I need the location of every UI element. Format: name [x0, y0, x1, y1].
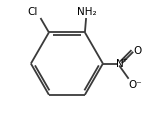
Text: NH₂: NH₂ [78, 7, 97, 17]
Text: N: N [116, 59, 124, 69]
Text: Cl: Cl [28, 7, 38, 17]
Text: O⁻: O⁻ [129, 80, 142, 90]
Text: O: O [134, 46, 142, 56]
Text: +: + [121, 57, 127, 63]
